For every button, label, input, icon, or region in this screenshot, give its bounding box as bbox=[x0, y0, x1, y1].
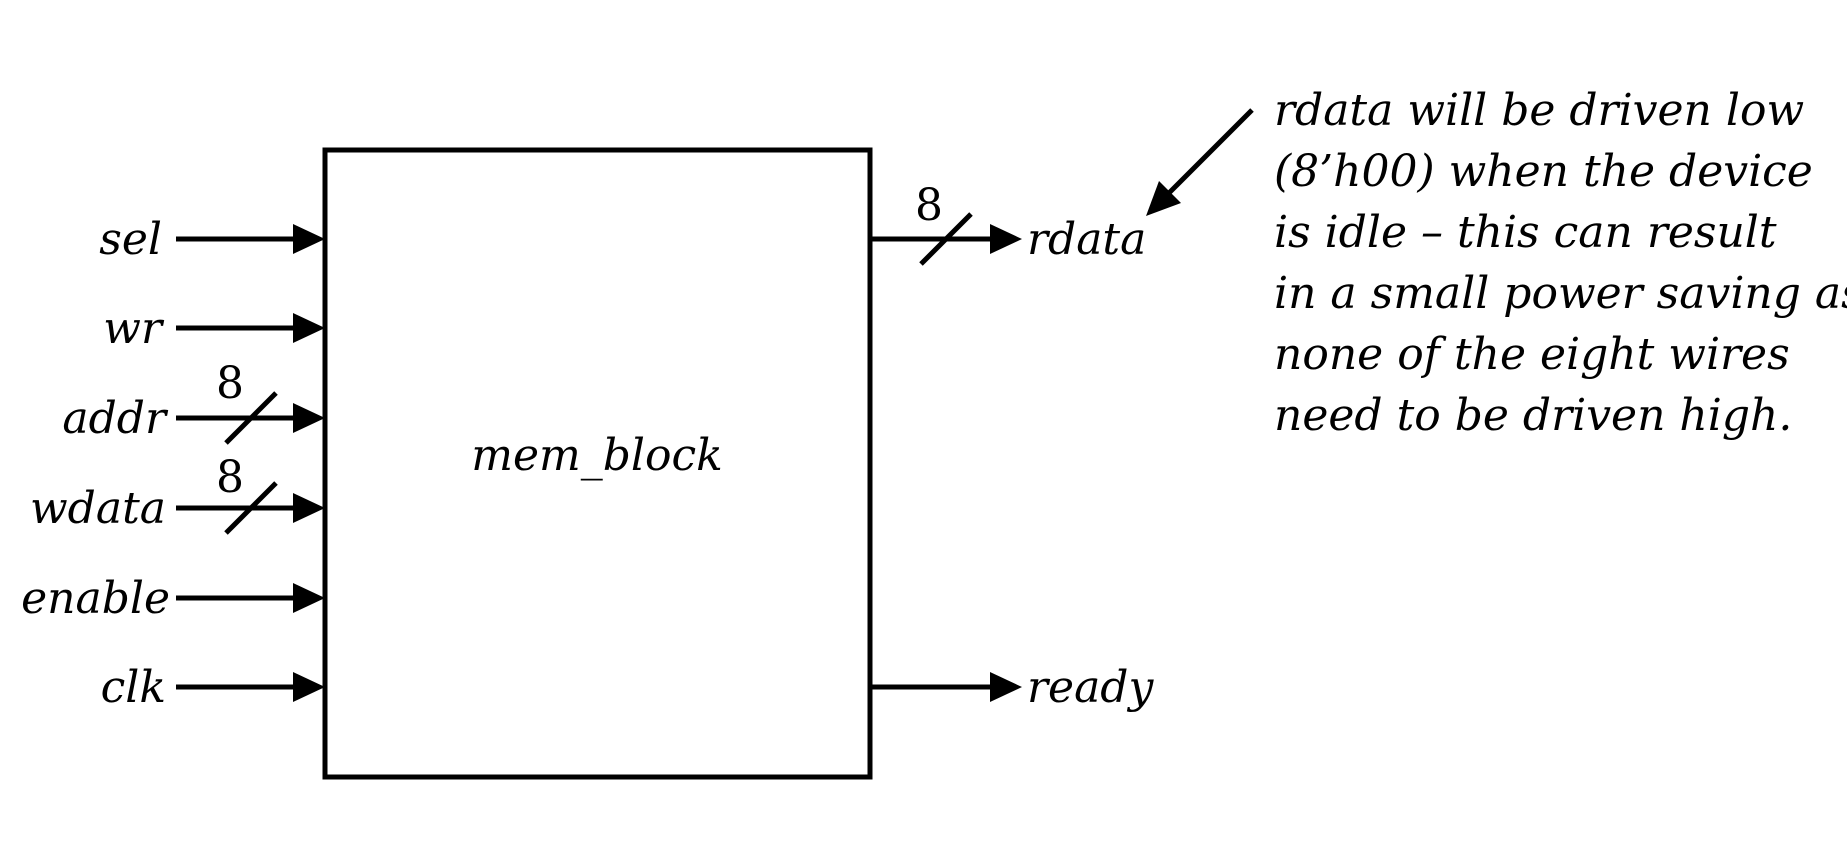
annotation-line: need to be driven high. bbox=[1274, 390, 1792, 441]
input-addr: 8 addr bbox=[62, 358, 325, 445]
block-name-label: mem_block bbox=[471, 430, 723, 481]
arrow-head-icon bbox=[990, 672, 1022, 702]
annotation-arrow bbox=[1146, 108, 1254, 216]
arrow-head-icon bbox=[1146, 181, 1181, 216]
annotation-line: is idle – this can result bbox=[1274, 207, 1777, 258]
input-sel: sel bbox=[99, 214, 325, 265]
input-label-clk: clk bbox=[101, 662, 166, 713]
arrow-head-icon bbox=[293, 672, 325, 702]
input-wr: wr bbox=[103, 303, 325, 354]
input-label-wr: wr bbox=[103, 303, 165, 354]
bus-slash-icon bbox=[224, 391, 278, 445]
annotation-text: rdata will be driven low (8’h00) when th… bbox=[1274, 85, 1847, 441]
arrow-head-icon bbox=[293, 493, 325, 523]
input-label-sel: sel bbox=[99, 214, 162, 265]
input-enable: enable bbox=[21, 573, 325, 624]
input-label-enable: enable bbox=[21, 573, 170, 624]
annotation-line: in a small power saving as bbox=[1274, 268, 1847, 319]
arrow-head-icon bbox=[293, 583, 325, 613]
output-label-rdata: rdata bbox=[1027, 214, 1146, 265]
bus-width-wdata: 8 bbox=[216, 452, 244, 503]
arrow-head-icon bbox=[293, 403, 325, 433]
bus-width-addr: 8 bbox=[216, 358, 244, 409]
annotation-line: none of the eight wires bbox=[1274, 329, 1790, 380]
output-label-ready: ready bbox=[1027, 662, 1154, 713]
bus-slash-icon bbox=[919, 212, 973, 266]
arrow-head-icon bbox=[293, 224, 325, 254]
input-clk: clk bbox=[101, 662, 325, 713]
output-rdata: 8 rdata bbox=[870, 180, 1146, 266]
bus-width-rdata: 8 bbox=[915, 180, 943, 231]
bus-slash-icon bbox=[224, 481, 278, 535]
arrow-head-icon bbox=[293, 313, 325, 343]
input-label-addr: addr bbox=[62, 393, 169, 444]
mem-block-box bbox=[322, 147, 873, 780]
annotation-line: rdata will be driven low bbox=[1274, 85, 1804, 136]
input-label-wdata: wdata bbox=[30, 483, 166, 534]
input-wdata: 8 wdata bbox=[30, 452, 325, 535]
arrow-head-icon bbox=[990, 224, 1022, 254]
annotation-line: (8’h00) when the device bbox=[1274, 146, 1813, 197]
output-ready: ready bbox=[870, 662, 1154, 713]
